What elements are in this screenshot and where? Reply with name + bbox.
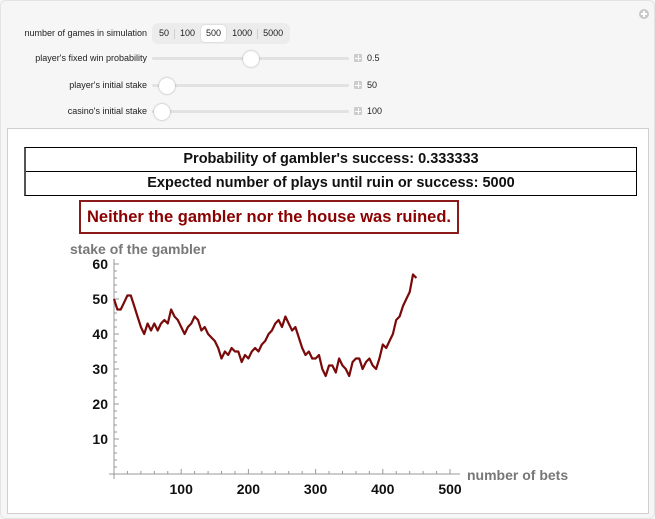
y-tick-label: 20 [92,396,108,412]
stake-curve [112,273,418,378]
segment-separator [257,28,259,39]
x-axis-title: number of bets [467,467,568,483]
win-probability-slider-thumb[interactable] [242,50,259,67]
panel-options-icon[interactable] [639,9,649,19]
y-tick-label: 30 [92,361,108,377]
win-probability-label: player's fixed win probability [35,53,147,63]
games-option-5000[interactable]: 5000 [263,28,284,38]
x-tick-label: 100 [170,481,194,497]
games-option-50[interactable]: 50 [159,28,170,38]
y-tick-label: 60 [92,256,108,272]
x-tick-label: 200 [237,481,261,497]
x-tick-label: 400 [371,481,395,497]
casino-stake-label: casino's initial stake [67,106,147,116]
initial-stake-slider-thumb[interactable] [159,77,176,94]
results-table: Probability of gambler's success: 0.3333… [24,147,637,196]
win-probability-label-wrap: player's fixed win probability [1,48,147,68]
output-pane: Probability of gambler's success: 0.3333… [7,128,649,514]
y-axis-title: stake of the gambler [70,241,207,257]
y-tick-label: 50 [92,291,108,307]
segment-separator [174,28,176,39]
initial-stake-label: player's initial stake [69,80,147,90]
games-segmented-control[interactable]: 50 100 500 1000 5000 [152,23,291,44]
initial-stake-slider[interactable] [152,84,349,87]
games-label-wrap: number of games in simulation [1,23,147,43]
casino-stake-label-wrap: casino's initial stake [1,101,147,121]
games-label: number of games in simulation [24,28,147,38]
games-option-1000[interactable]: 1000 [232,28,253,38]
x-tick-label: 500 [438,481,462,497]
y-tick-label: 10 [92,431,108,447]
games-option-500[interactable]: 500 [201,25,227,42]
initial-stake-label-wrap: player's initial stake [1,75,147,95]
casino-stake-slider-thumb[interactable] [153,103,170,120]
games-option-100[interactable]: 100 [180,28,196,38]
win-probability-expand-icon[interactable] [354,54,362,62]
y-tick-label: 40 [92,326,108,342]
initial-stake-expand-icon[interactable] [354,81,362,89]
success-probability: Probability of gambler's success: 0.3333… [183,151,479,167]
casino-stake-expand-icon[interactable] [354,107,362,115]
win-probability-value: 0.5 [367,53,380,63]
x-tick-label: 300 [304,481,328,497]
casino-stake-slider[interactable] [152,110,349,113]
expected-plays: Expected number of plays until ruin or s… [26,171,636,195]
casino-stake-value: 100 [367,106,383,116]
initial-stake-value: 50 [367,80,378,90]
status-message: Neither the gambler nor the house was ru… [79,200,459,234]
